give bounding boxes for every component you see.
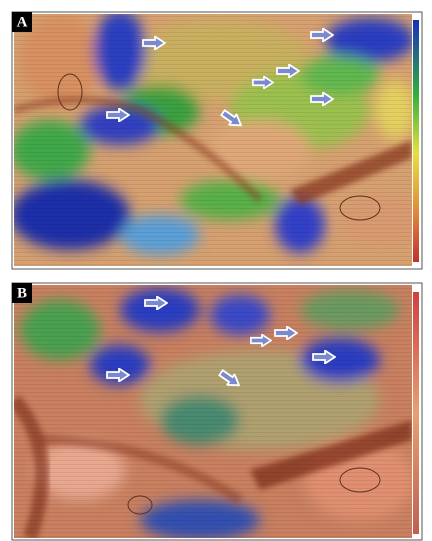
outline [339,195,381,221]
frame [11,282,423,541]
frame [11,11,423,270]
outline [339,467,381,493]
panel-label: B [17,285,27,301]
texture [14,285,412,538]
label-box [12,283,32,303]
panel-label: A [17,14,28,30]
panel-b: B [11,282,423,541]
map-b [14,285,412,538]
texture [14,14,412,266]
panel-a: A [11,11,423,270]
color-bar [413,20,419,262]
outline [127,495,153,515]
outline [57,73,83,111]
map-a [14,14,412,266]
label-box [12,12,32,32]
color-bar [413,292,419,534]
